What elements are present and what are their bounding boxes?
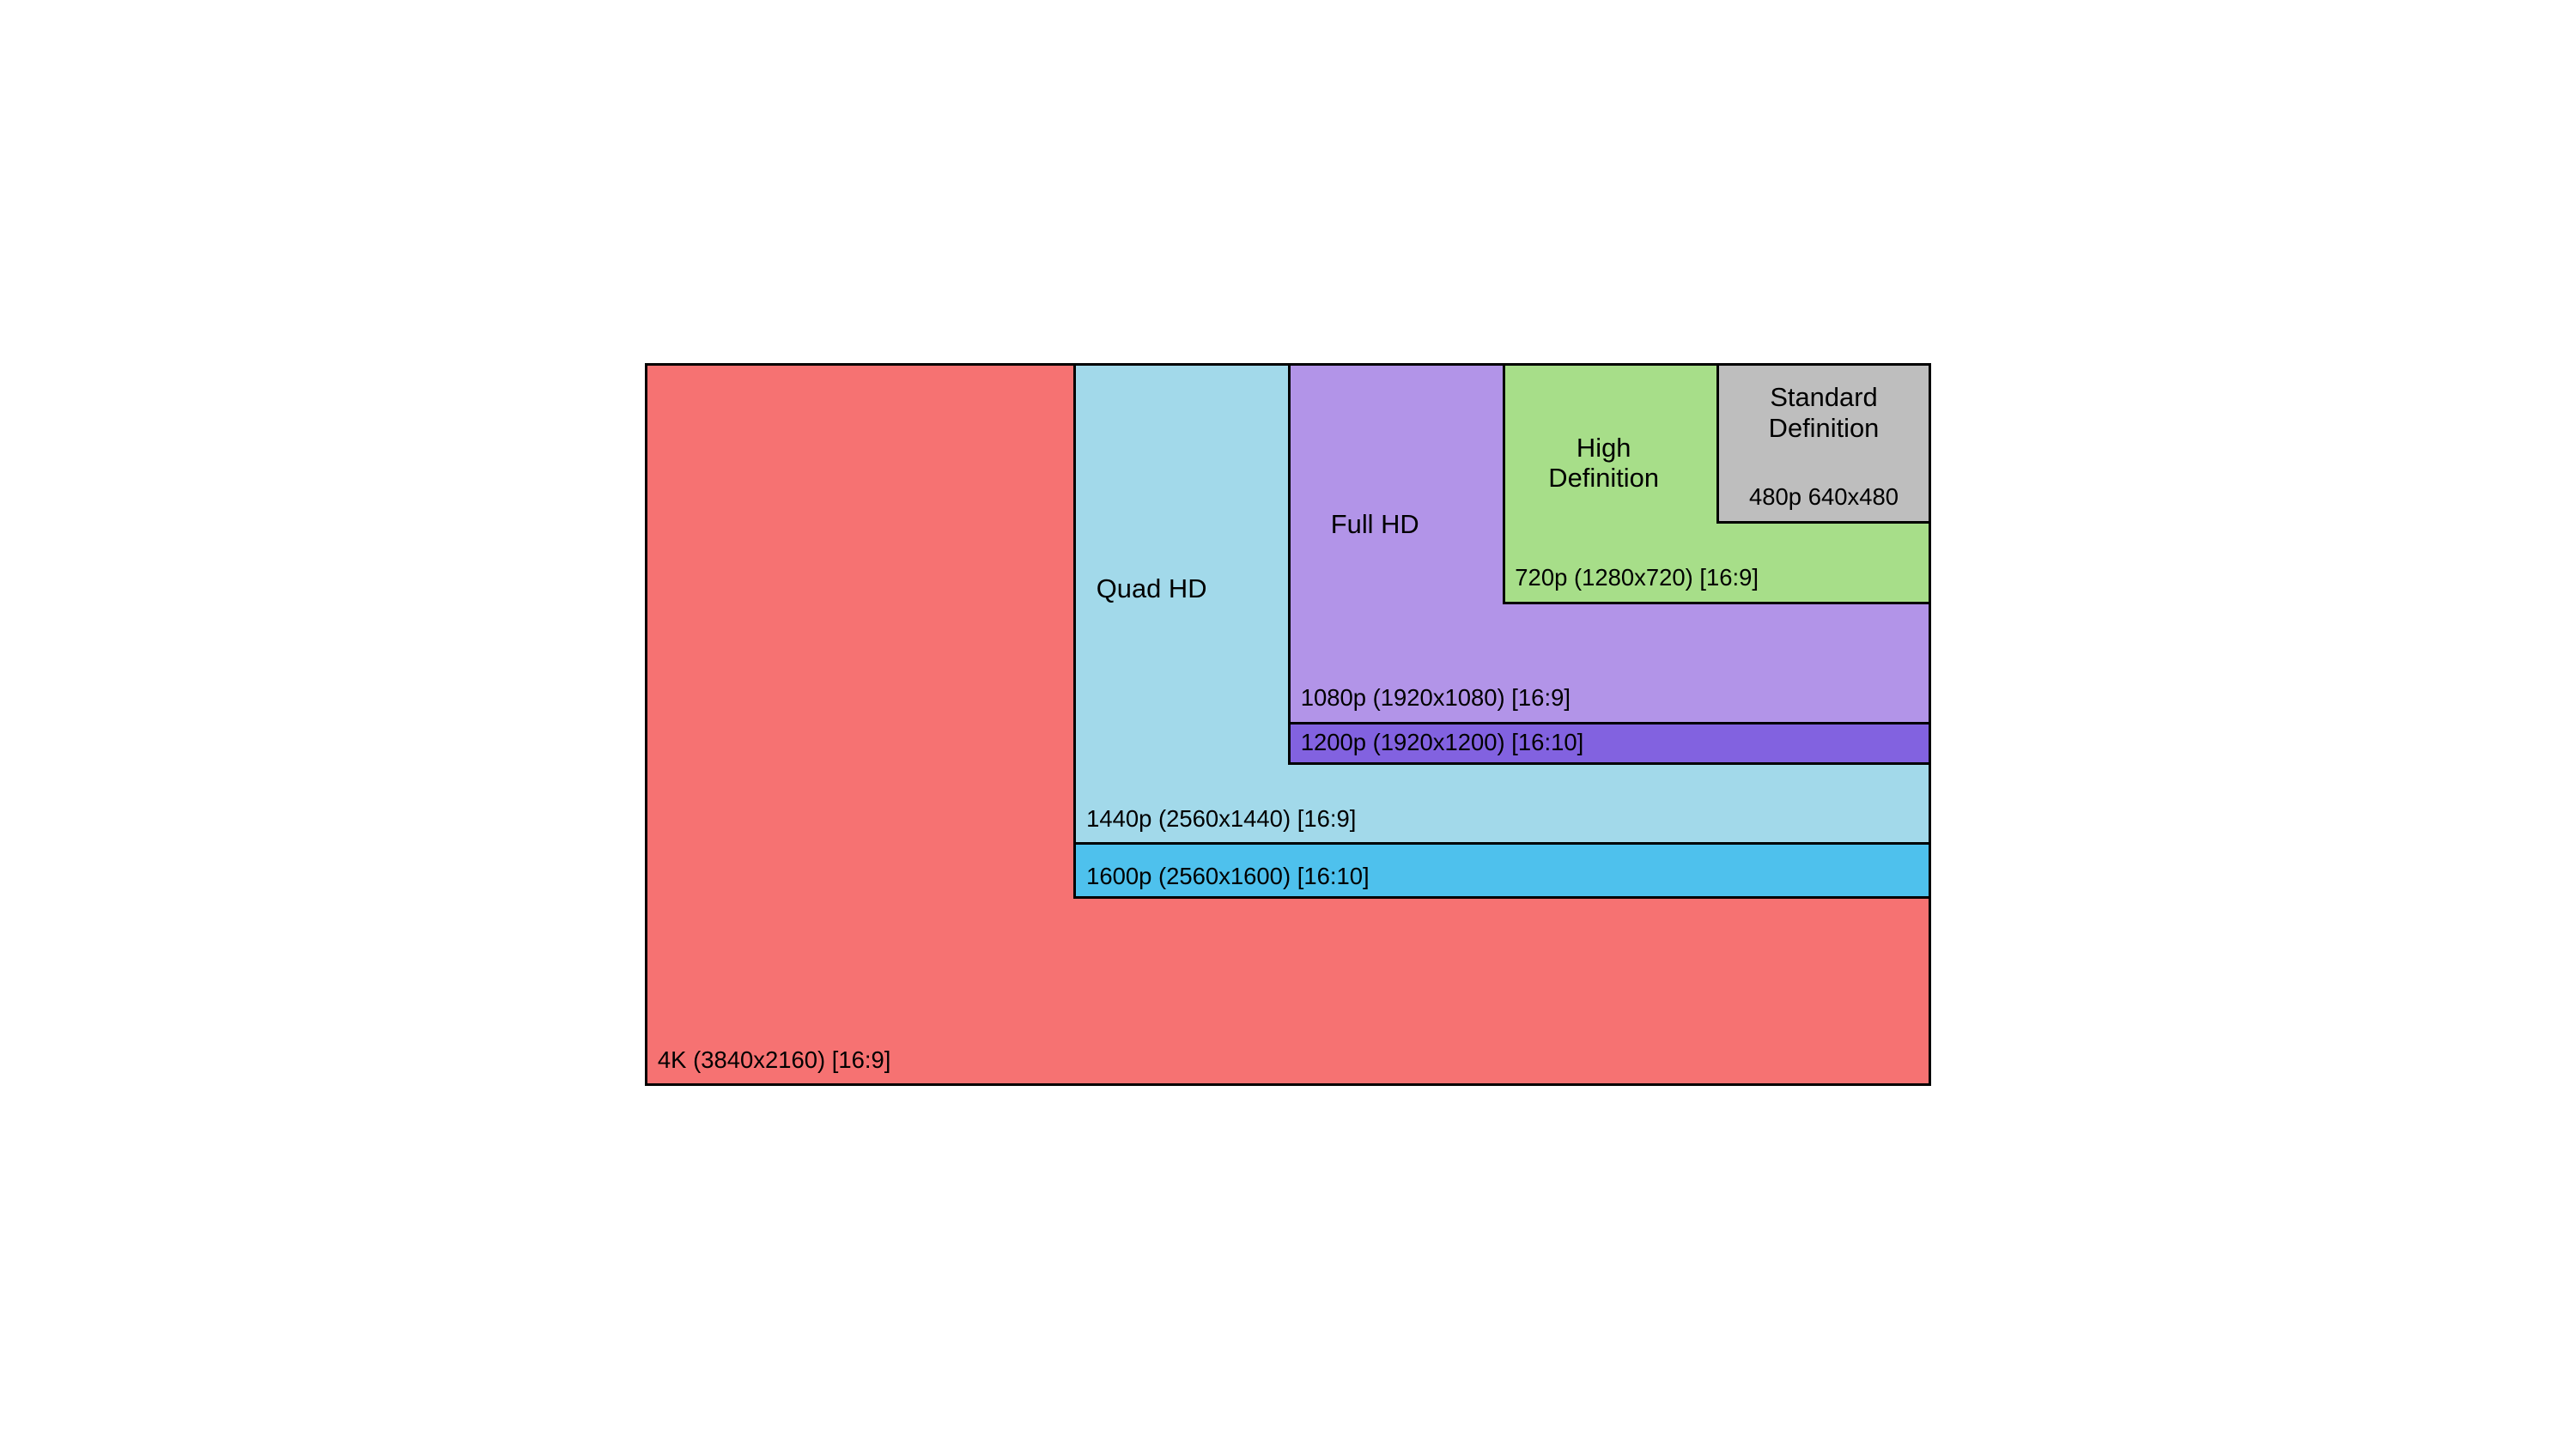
resolution-spec-1200p: 1200p (1920x1200) [16:10]: [1301, 729, 1584, 756]
resolution-spec-1080p: 1080p (1920x1080) [16:9]: [1301, 684, 1571, 712]
resolution-spec-720p: 720p (1280x720) [16:9]: [1515, 564, 1759, 591]
resolution-spec-4k: 4K (3840x2160) [16:9]: [658, 1046, 891, 1074]
resolution-spec-1600p: 1600p (2560x1600) [16:10]: [1086, 863, 1370, 890]
resolution-box-480p: Standard Definition 480p 640x480: [1716, 363, 1931, 524]
resolution-spec-480p: 480p 640x480: [1719, 483, 1929, 511]
resolution-name-480p: Standard Definition: [1719, 382, 1929, 443]
resolution-name-1440p: Quad HD: [1097, 573, 1207, 604]
resolution-spec-1440p: 1440p (2560x1440) [16:9]: [1086, 805, 1356, 833]
resolution-diagram: 4K (3840x2160) [16:9] 1600p (2560x1600) […: [645, 363, 1931, 1086]
resolution-name-720p: High Definition: [1548, 433, 1659, 494]
resolution-name-1080p: Full HD: [1331, 509, 1419, 540]
